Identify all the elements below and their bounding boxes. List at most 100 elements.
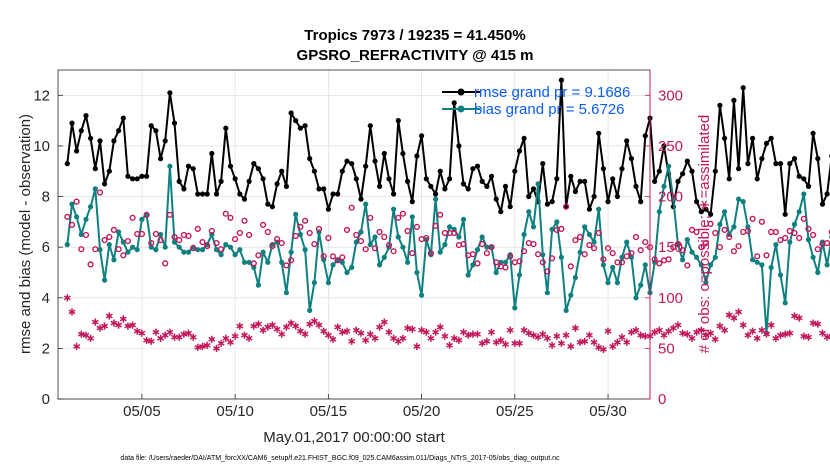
series-rmse-point bbox=[614, 193, 621, 200]
series-obs-possible-point bbox=[702, 240, 710, 247]
series-obs-possible-point bbox=[194, 225, 201, 233]
series-rmse-point bbox=[773, 161, 779, 167]
series-rmse-point bbox=[419, 133, 425, 139]
series-bias-point bbox=[363, 201, 369, 207]
series-obs-assimilated-point bbox=[581, 337, 589, 345]
series-rmse-point bbox=[339, 168, 345, 174]
series-rmse-point bbox=[493, 196, 499, 202]
series-bias-point bbox=[680, 257, 686, 263]
series-rmse-point bbox=[144, 173, 150, 179]
series-obs-assimilated-point bbox=[273, 325, 281, 333]
series-rmse-point bbox=[307, 156, 313, 162]
y-tick-label: 12 bbox=[33, 87, 50, 104]
series-obs-possible-point bbox=[339, 254, 346, 261]
series-bias-point bbox=[540, 252, 546, 258]
series-obs-possible-point bbox=[176, 237, 183, 244]
series-bias-point bbox=[400, 244, 406, 250]
series-obs-possible-point bbox=[632, 233, 640, 241]
series-obs-possible-point bbox=[749, 215, 756, 222]
series-rmse-point bbox=[652, 178, 658, 184]
series-obs-assimilated-point bbox=[185, 329, 192, 337]
series-obs-possible-point bbox=[204, 243, 211, 250]
y2-tick-label: 250 bbox=[658, 138, 683, 155]
series-rmse-point bbox=[237, 191, 243, 197]
series-obs-possible-point bbox=[82, 231, 90, 239]
series-rmse-point bbox=[367, 123, 373, 129]
series-bias-point bbox=[288, 249, 294, 255]
series-rmse-point bbox=[689, 168, 695, 174]
series-bias-point bbox=[474, 247, 481, 253]
series-rmse-point bbox=[423, 176, 429, 182]
series-bias-point bbox=[694, 254, 700, 260]
series-bias-point bbox=[549, 226, 555, 232]
series-obs-possible-point bbox=[334, 257, 341, 264]
series-rmse-point bbox=[558, 77, 565, 83]
series-obs-possible-point bbox=[642, 239, 649, 246]
series-rmse-point bbox=[708, 211, 714, 217]
series-bias-point bbox=[554, 219, 560, 225]
series-obs-possible-point bbox=[390, 248, 397, 255]
series-rmse-point bbox=[740, 85, 746, 91]
series-obs-possible-point bbox=[143, 211, 150, 218]
series-rmse-point bbox=[442, 186, 448, 192]
series-bias-point bbox=[568, 292, 574, 298]
series-obs-possible-point bbox=[637, 247, 644, 254]
series-bias-point bbox=[456, 234, 462, 240]
series-bias-point bbox=[367, 242, 373, 248]
series-obs-assimilated-point bbox=[497, 336, 505, 344]
y2-tick-label: 150 bbox=[658, 239, 683, 256]
series-bias-point bbox=[787, 239, 793, 245]
series-obs-possible-point bbox=[502, 264, 509, 271]
series-bias-point bbox=[791, 221, 798, 227]
series-bias-point bbox=[638, 282, 644, 288]
series-obs-assimilated-point bbox=[278, 330, 286, 338]
series-rmse-point bbox=[171, 120, 178, 126]
series-obs-possible-point bbox=[693, 228, 700, 236]
series-bias-point bbox=[586, 231, 593, 238]
series-obs-possible-point bbox=[241, 217, 248, 224]
series-obs-possible-point bbox=[381, 233, 388, 241]
series-obs-assimilated-point bbox=[711, 335, 719, 343]
series-rmse-point bbox=[805, 183, 812, 189]
series-rmse-point bbox=[722, 135, 728, 141]
y-tick-label: 2 bbox=[42, 340, 50, 357]
series-bias-point bbox=[102, 277, 108, 283]
series-obs-possible-point bbox=[409, 250, 416, 257]
series-obs-possible-point bbox=[754, 253, 761, 260]
series-bias-point bbox=[134, 247, 140, 253]
series-obs-assimilated-point bbox=[567, 342, 575, 350]
series-bias-point bbox=[372, 234, 378, 240]
series-rmse-point bbox=[824, 191, 830, 197]
series-rmse-point bbox=[190, 166, 196, 172]
series-obs-possible-point bbox=[288, 257, 295, 264]
series-obs-possible-point bbox=[758, 218, 766, 225]
series-obs-possible-point bbox=[306, 229, 313, 237]
series-rmse-point bbox=[265, 201, 271, 207]
series-bias-point bbox=[414, 269, 420, 276]
series-bias-point bbox=[465, 272, 471, 278]
series-bias-point bbox=[139, 216, 145, 222]
y-tick-label: 10 bbox=[33, 138, 50, 155]
series-rmse-point bbox=[638, 199, 644, 205]
series-rmse-point bbox=[125, 173, 131, 179]
y2-axis-label: # of obs: o=possible; ∗=assimilated bbox=[696, 115, 713, 354]
series-obs-possible-point bbox=[595, 229, 602, 237]
series-obs-assimilated-point bbox=[366, 330, 374, 338]
series-rmse-point bbox=[116, 128, 122, 134]
series-obs-assimilated-point bbox=[599, 345, 607, 353]
y-tick-label: 8 bbox=[42, 189, 50, 206]
series-obs-assimilated-point bbox=[749, 327, 757, 335]
series-bias-point bbox=[405, 259, 411, 265]
series-rmse-point bbox=[106, 168, 112, 174]
x-tick-label: 05/15 bbox=[310, 403, 348, 420]
series-rmse-point bbox=[288, 110, 294, 116]
series-rmse-point bbox=[241, 196, 248, 202]
series-bias-point bbox=[521, 231, 527, 238]
series-obs-possible-point bbox=[493, 259, 500, 266]
series-obs-possible-point bbox=[824, 240, 830, 247]
series-bias-point bbox=[754, 259, 760, 265]
series-bias-point bbox=[563, 307, 569, 313]
series-bias-point bbox=[624, 239, 630, 245]
series-bias-point bbox=[801, 191, 807, 197]
